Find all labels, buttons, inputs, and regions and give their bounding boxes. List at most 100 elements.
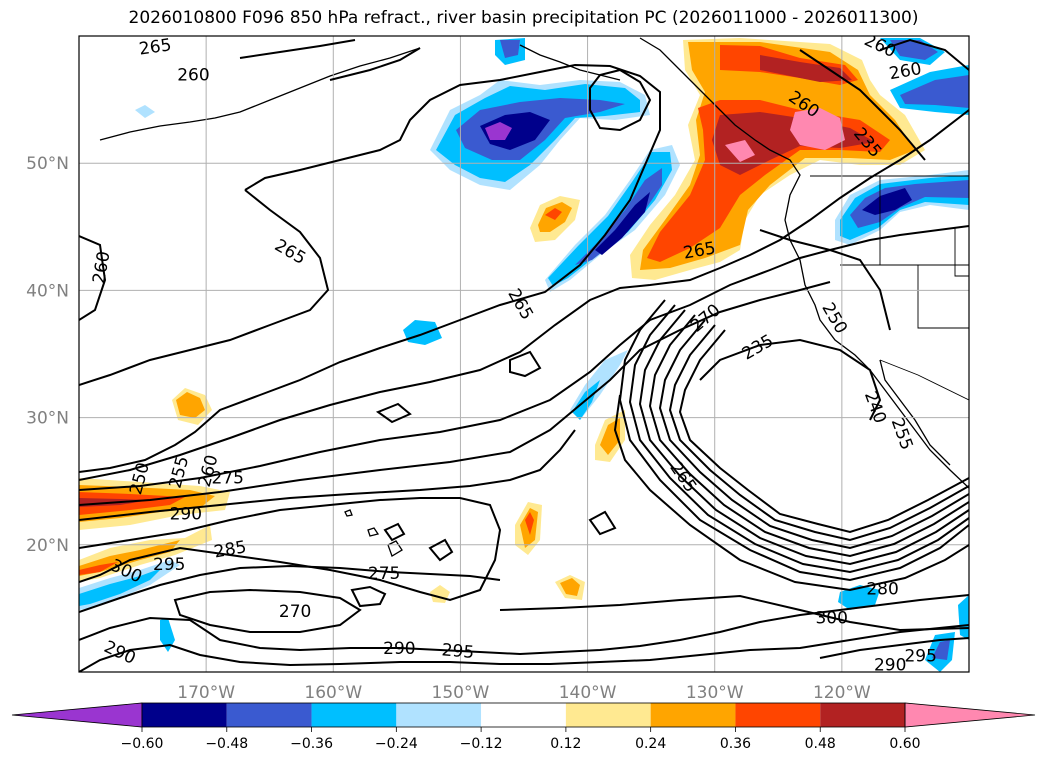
lat-label: 40°N bbox=[26, 281, 69, 301]
political-borders bbox=[810, 175, 969, 401]
contour-label: 295 bbox=[153, 555, 185, 575]
contour-coast-3 bbox=[638, 309, 969, 566]
colorbar-tick-label: 0.60 bbox=[889, 736, 920, 752]
colorbar-tick-label: −0.24 bbox=[375, 736, 418, 752]
lat-label: 20°N bbox=[26, 536, 69, 556]
shade-blob-5c bbox=[525, 512, 534, 535]
contour-label: 290 bbox=[874, 656, 906, 676]
contour-270-inner bbox=[173, 588, 362, 633]
colorbar-tick-label: −0.36 bbox=[290, 736, 333, 752]
lon-label: 120°W bbox=[813, 683, 871, 703]
colorbar-tick-label: 0.12 bbox=[550, 736, 581, 752]
colorbar-segment bbox=[481, 703, 566, 727]
colorbar-segment bbox=[650, 703, 736, 727]
border-mexico bbox=[879, 359, 969, 401]
gridlines bbox=[79, 36, 969, 672]
contour-small-2 bbox=[375, 402, 412, 424]
contour-ne-260 bbox=[799, 49, 926, 161]
contour-285-east bbox=[819, 637, 969, 659]
lat-label: 30°N bbox=[26, 409, 69, 429]
shade-west-cyan2 bbox=[79, 568, 162, 606]
refractivity-contours bbox=[79, 38, 969, 672]
shade-gulf-purple bbox=[485, 122, 512, 140]
colorbar-tick-label: 0.24 bbox=[635, 736, 666, 752]
shade-blob-6b bbox=[560, 578, 580, 596]
contour-260-north bbox=[329, 47, 421, 81]
contour-pnw bbox=[759, 229, 891, 331]
colorbar-frame bbox=[141, 702, 906, 728]
shade-gulf-navy bbox=[480, 112, 550, 150]
contour-265-inner bbox=[79, 189, 330, 386]
colorbar-arrow-low bbox=[11, 702, 143, 728]
shade-band-navy bbox=[595, 192, 650, 255]
coast-hawaii-2 bbox=[367, 527, 380, 537]
coast-aleutian-chain bbox=[99, 47, 421, 141]
contour-label: 290 bbox=[383, 639, 415, 659]
shade-band-blue bbox=[575, 168, 662, 265]
shade-blob-9 bbox=[838, 585, 880, 610]
contour-coast-2 bbox=[628, 304, 969, 574]
colorbar-segment bbox=[311, 703, 397, 727]
contour-label: 295 bbox=[904, 647, 936, 667]
contour-coast-7 bbox=[678, 329, 969, 534]
colorbar-segment bbox=[820, 703, 905, 727]
contour-label: 295 bbox=[441, 640, 475, 663]
colorbar-segment bbox=[226, 703, 312, 727]
coast-north-america bbox=[639, 37, 969, 489]
contour-jet-3 bbox=[79, 429, 576, 521]
contour-295 bbox=[79, 624, 969, 672]
contour-coast-4 bbox=[648, 314, 969, 558]
contour-label: 280 bbox=[866, 579, 898, 599]
shade-aleutian-blue bbox=[500, 40, 520, 58]
coast-baja bbox=[879, 359, 951, 466]
contour-label: 275 bbox=[212, 469, 244, 489]
contour-label: 290 bbox=[170, 504, 202, 524]
contour-275 bbox=[79, 564, 501, 613]
contour-coast-6 bbox=[668, 324, 969, 542]
contour-small-3 bbox=[428, 538, 454, 562]
longitude-labels: 170°W 160°W 150°W 140°W 130°W 120°W bbox=[177, 683, 871, 703]
contour-ne-260b bbox=[879, 38, 969, 71]
contour-label: 270 bbox=[279, 602, 311, 622]
coast-hawaii-1 bbox=[344, 509, 353, 517]
colorbar-segment bbox=[565, 703, 651, 727]
lon-label: 160°W bbox=[304, 683, 362, 703]
map-title: 2026010800 F096 850 hPa refract., river … bbox=[128, 8, 919, 28]
contour-west-260 bbox=[79, 235, 107, 321]
contour-jet-2 bbox=[79, 281, 831, 506]
colorbar-tick-label: −0.60 bbox=[121, 736, 164, 752]
contour-235 bbox=[699, 338, 882, 421]
contour-265-ring bbox=[79, 63, 661, 473]
contour-270-main bbox=[79, 109, 969, 481]
border-states-2 bbox=[917, 265, 969, 329]
contour-285 bbox=[79, 497, 502, 602]
shade-west-band2-red bbox=[79, 562, 118, 575]
contour-265-north bbox=[239, 39, 356, 59]
colorbar: −0.60 −0.48 −0.36 −0.24 −0.12 0.12 0.24 0.36 0.4… bbox=[11, 702, 1036, 752]
contour-small-4 bbox=[588, 510, 617, 536]
lon-label: 130°W bbox=[686, 683, 744, 703]
plot-frame bbox=[78, 35, 970, 673]
shade-pnw-navy bbox=[862, 188, 912, 215]
lat-label: 50°N bbox=[26, 154, 69, 174]
shade-blob-11 bbox=[160, 618, 175, 652]
lon-label: 140°W bbox=[559, 683, 617, 703]
contour-label: 300 bbox=[815, 609, 847, 629]
colorbar-segment bbox=[142, 703, 227, 727]
contour-coast-1 bbox=[618, 299, 969, 582]
shade-blob-2 bbox=[403, 320, 442, 345]
lon-label: 170°W bbox=[177, 683, 235, 703]
contour-small-1 bbox=[509, 350, 542, 378]
colorbar-segment bbox=[735, 703, 821, 727]
border-states-3 bbox=[954, 228, 969, 277]
contour-jet-1 bbox=[79, 225, 969, 491]
colorbar-tick-label: 0.48 bbox=[805, 736, 836, 752]
contour-label: 260 bbox=[177, 65, 209, 85]
coastlines bbox=[99, 37, 969, 557]
coast-hawaii-3 bbox=[387, 540, 403, 557]
contour-coast-5 bbox=[658, 319, 969, 550]
shade-blob-7b bbox=[176, 392, 205, 418]
shade-band-cyan bbox=[548, 152, 672, 286]
